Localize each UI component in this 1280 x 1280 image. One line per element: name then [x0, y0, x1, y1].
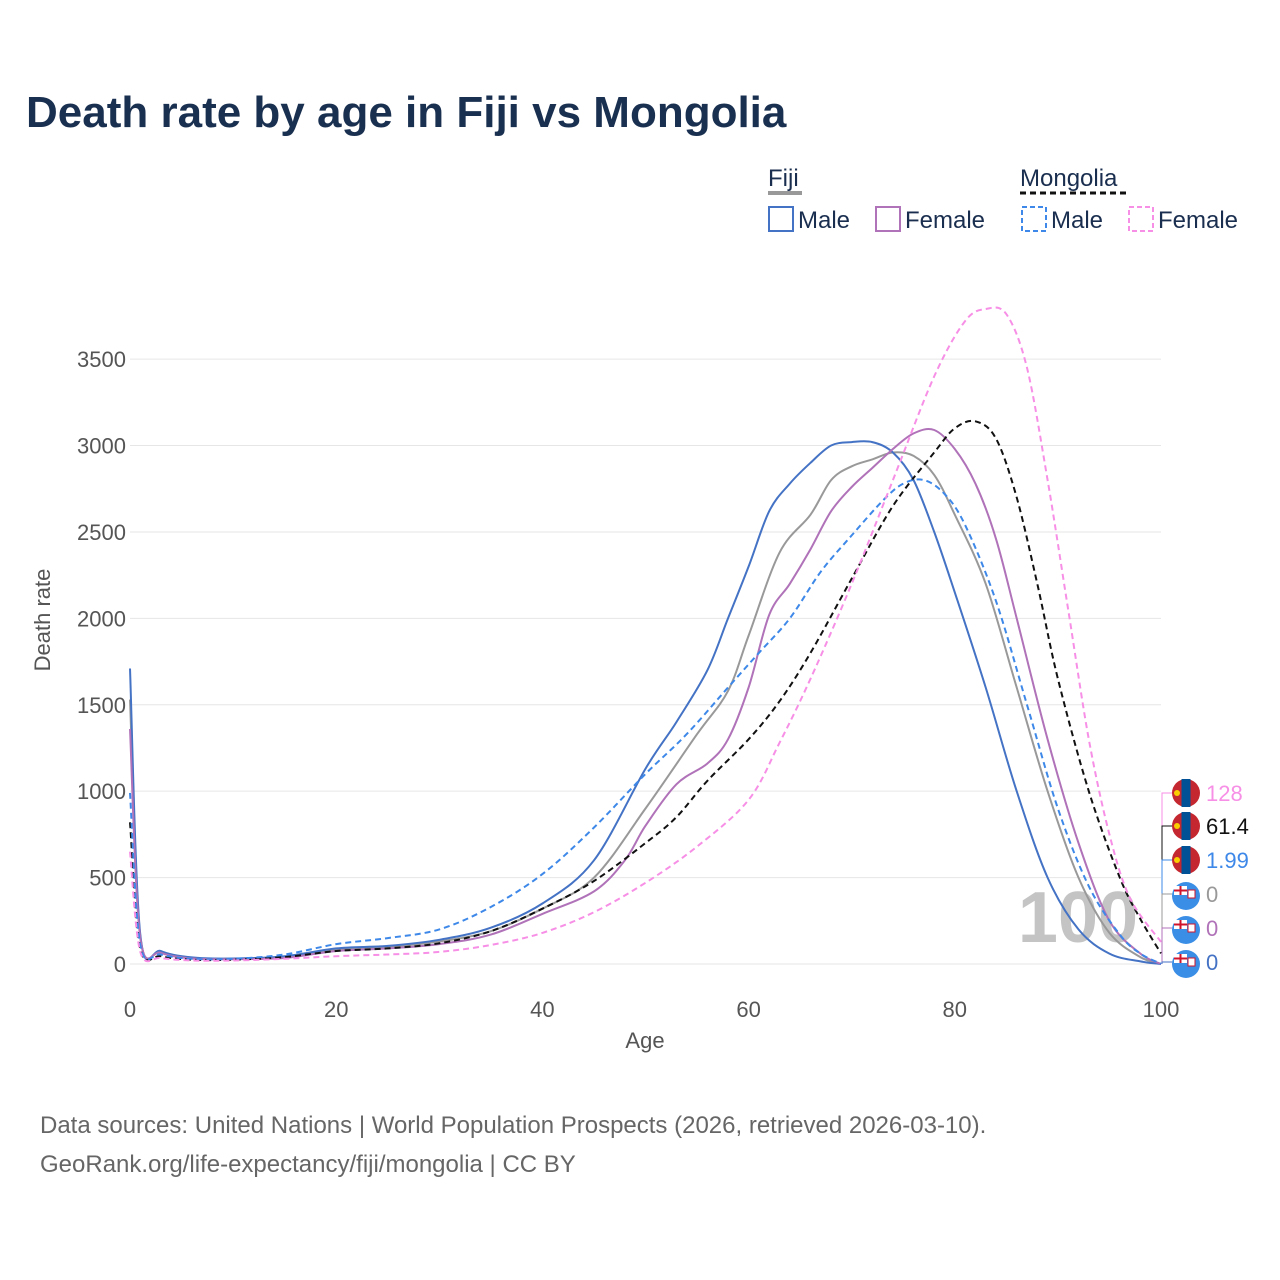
legend-group-fiji: Fiji [768, 165, 799, 192]
y-tick-label-3500: 3500 [77, 347, 126, 372]
end-connector-fiji-total [1161, 893, 1172, 964]
end-connector-fiji-female [1161, 927, 1172, 964]
mongolia-flag-icon [1172, 779, 1200, 807]
gridlines [130, 358, 1161, 965]
x-tick-label-40: 40 [530, 997, 554, 1022]
end-label-mongolia-male: 1.99 [1206, 848, 1249, 873]
legend-label-mongolia-female[interactable]: Female [1158, 207, 1238, 234]
series-line-mongolia-male[interactable] [129, 478, 1162, 965]
series-line-mongolia-female[interactable] [129, 306, 1162, 963]
y-tick-label-1000: 1000 [77, 779, 126, 804]
legend-label-fiji-male[interactable]: Male [798, 207, 850, 234]
y-tick-label-2000: 2000 [77, 606, 126, 631]
legend-label-fiji-female[interactable]: Female [905, 207, 985, 234]
chart-title: Death rate by age in Fiji vs Mongolia [26, 88, 787, 137]
end-label-fiji-female: 0 [1206, 916, 1218, 941]
fiji-flag-icon [1172, 950, 1200, 978]
legend-swatch-mongolia-female[interactable] [1128, 206, 1154, 232]
y-tick-label-0: 0 [114, 952, 126, 977]
end-label-mongolia-female: 128 [1206, 781, 1243, 806]
end-label-fiji-male: 0 [1206, 950, 1218, 975]
x-tick-label-80: 80 [943, 997, 967, 1022]
fiji-flag-icon [1172, 882, 1200, 910]
x-tick-label-60: 60 [736, 997, 760, 1022]
end-label-mongolia-total: 61.4 [1206, 814, 1249, 839]
y-tick-label-3000: 3000 [77, 434, 126, 459]
x-tick-label-20: 20 [324, 997, 348, 1022]
y-axis-ticks: 0 500 1000 1500 2000 2500 3000 3500 [77, 347, 126, 977]
end-connector-mongolia-female [1161, 792, 1172, 942]
fiji-flag-icon [1172, 916, 1200, 944]
footer: Data sources: United Nations | World Pop… [40, 1106, 986, 1184]
end-label-fiji-total: 0 [1206, 882, 1218, 907]
x-tick-label-100: 100 [1143, 997, 1180, 1022]
y-tick-label-500: 500 [89, 866, 126, 891]
legend-label-mongolia-male[interactable]: Male [1051, 207, 1103, 234]
footer-sources: Data sources: United Nations | World Pop… [40, 1112, 987, 1139]
end-markers: 128 61.4 1.99 0 0 0 [1161, 779, 1249, 978]
mongolia-flag-icon [1172, 812, 1200, 840]
footer-link[interactable]: GeoRank.org/life-expectancy/fiji/mongoli… [40, 1151, 576, 1178]
x-tick-label-0: 0 [124, 997, 136, 1022]
series-line-fiji-female[interactable] [129, 427, 1162, 965]
legend-swatch-fiji-female[interactable] [875, 206, 901, 232]
y-tick-label-2500: 2500 [77, 520, 126, 545]
legend-swatch-fiji-male[interactable] [768, 206, 794, 232]
x-axis-ticks: 0 20 40 60 80 100 [124, 997, 1179, 1022]
series-lines [129, 306, 1162, 965]
series-line-mongolia-total[interactable] [129, 419, 1162, 962]
series-line-fiji-male[interactable] [129, 440, 1162, 965]
y-axis-title: Death rate [30, 569, 55, 672]
end-connector-mongolia-total [1161, 825, 1172, 954]
legend-group-mongolia: Mongolia [1020, 165, 1118, 192]
end-connector-mongolia-male [1161, 859, 1172, 964]
y-tick-label-1500: 1500 [77, 693, 126, 718]
legend-swatch-mongolia-male[interactable] [1021, 206, 1047, 232]
watermark-age-label: 100 [1018, 878, 1138, 958]
series-line-fiji-total[interactable] [129, 451, 1162, 965]
legend: Fiji Male Female Mongolia Male Female [768, 165, 1238, 234]
end-connector-fiji-male [1161, 961, 1172, 964]
mongolia-flag-icon [1172, 846, 1200, 874]
x-axis-title: Age [625, 1028, 664, 1053]
